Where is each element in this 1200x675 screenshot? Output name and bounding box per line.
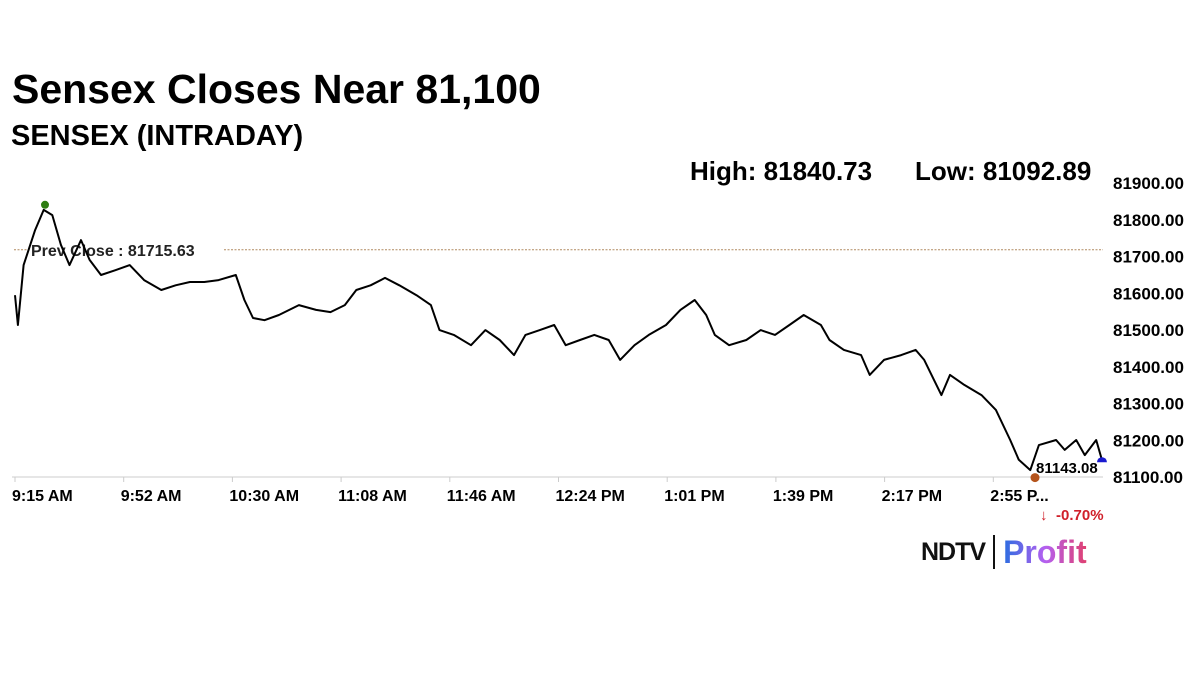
y-tick-label: 81900.00 bbox=[1113, 174, 1184, 193]
change-label: -0.70% bbox=[1056, 507, 1104, 524]
price-line bbox=[14, 208, 1103, 472]
x-tick-label: 1:39 PM bbox=[773, 488, 833, 505]
x-tick-label: 1:01 PM bbox=[664, 488, 724, 505]
low-marker bbox=[1030, 473, 1040, 483]
x-tick-label: 9:15 AM bbox=[12, 488, 73, 505]
page-title: Sensex Closes Near 81,100 bbox=[12, 66, 541, 112]
ndtv-profit-logo: NDTV Profit bbox=[921, 532, 1087, 572]
y-tick-label: 81200.00 bbox=[1113, 431, 1184, 450]
y-tick-label: 81300.00 bbox=[1113, 395, 1184, 414]
y-tick-label: 81500.00 bbox=[1113, 321, 1184, 340]
down-arrow-icon: ↓ bbox=[1040, 507, 1048, 524]
y-tick-label: 81700.00 bbox=[1113, 248, 1184, 267]
x-tick-label: 2:17 PM bbox=[882, 488, 942, 505]
prev-close-label: Prev Close : 81715.63 bbox=[31, 243, 195, 260]
logo-divider bbox=[993, 535, 996, 569]
high-marker bbox=[41, 200, 49, 209]
x-tick-label: 12:24 PM bbox=[556, 488, 625, 505]
y-tick-label: 81800.00 bbox=[1113, 211, 1184, 230]
y-tick-label: 81400.00 bbox=[1113, 358, 1184, 377]
logo-product: Profit bbox=[1003, 533, 1087, 570]
low-label: Low: 81092.89 bbox=[915, 156, 1092, 186]
high-label: High: 81840.73 bbox=[690, 156, 873, 186]
x-tick-label: 10:30 AM bbox=[229, 488, 299, 505]
x-tick-label: 2:55 P... bbox=[990, 488, 1048, 505]
logo-brand: NDTV bbox=[921, 537, 986, 566]
y-tick-label: 81600.00 bbox=[1113, 284, 1184, 303]
prev-close-label-bg bbox=[28, 239, 224, 260]
x-tick-label: 9:52 AM bbox=[121, 488, 182, 505]
x-tick-label: 11:08 AM bbox=[338, 488, 407, 505]
x-tick-label: 11:46 AM bbox=[447, 488, 516, 505]
last-value-label: 81143.08 bbox=[1036, 460, 1098, 477]
y-tick-label: 81100.00 bbox=[1113, 468, 1183, 487]
chart-subtitle: SENSEX (INTRADAY) bbox=[11, 120, 304, 152]
last-marker bbox=[1096, 457, 1107, 463]
